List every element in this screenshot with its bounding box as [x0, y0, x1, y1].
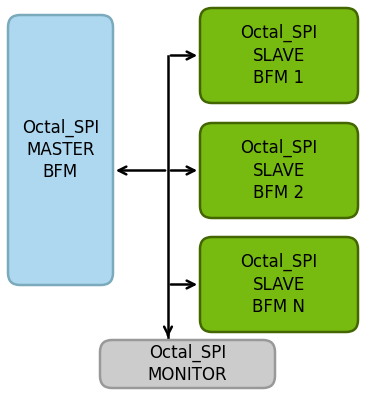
FancyBboxPatch shape: [200, 123, 358, 218]
Text: Octal_SPI
MASTER
BFM: Octal_SPI MASTER BFM: [22, 119, 99, 181]
Text: Octal_SPI
SLAVE
BFM N: Octal_SPI SLAVE BFM N: [240, 253, 318, 316]
FancyBboxPatch shape: [200, 237, 358, 332]
Text: Octal_SPI
MONITOR: Octal_SPI MONITOR: [148, 344, 227, 384]
FancyBboxPatch shape: [200, 8, 358, 103]
Text: Octal_SPI
SLAVE
BFM 1: Octal_SPI SLAVE BFM 1: [240, 24, 318, 87]
FancyBboxPatch shape: [8, 15, 113, 285]
Text: Octal_SPI
SLAVE
BFM 2: Octal_SPI SLAVE BFM 2: [240, 139, 318, 202]
FancyBboxPatch shape: [100, 340, 275, 388]
